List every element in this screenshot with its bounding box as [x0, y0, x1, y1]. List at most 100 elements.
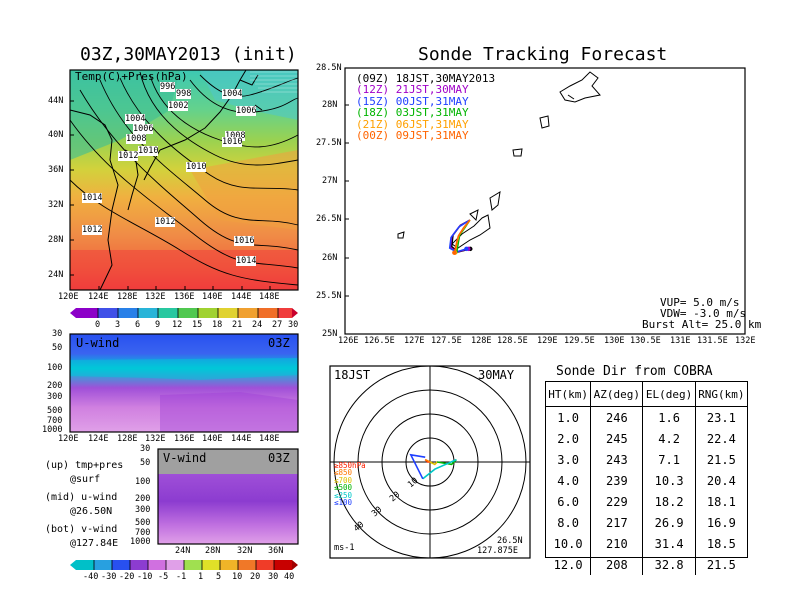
lon-tick-label: 128.5E: [497, 336, 528, 346]
note-bot-1: (bot) v-wind: [45, 524, 118, 535]
isobar-label: 1008: [126, 134, 147, 144]
lon-tick-label: 132E: [145, 434, 166, 444]
colorbar-tick: -20: [119, 572, 135, 582]
pressure-tick: 100: [135, 477, 151, 487]
hodograph-segment: [429, 461, 438, 466]
table-cell: 23.1: [694, 406, 747, 428]
isobar-label: 1014: [236, 256, 257, 266]
track-legend-entry: (15Z) 00JST,31MAY: [356, 94, 469, 108]
table-cell: 3.0: [557, 452, 579, 467]
isobar-label: 1002: [168, 101, 189, 111]
lat-tick-label: 28N: [48, 235, 64, 245]
table-cell: 1.6: [642, 406, 696, 428]
isobar-label: 1012: [82, 225, 103, 235]
lon-tick-label: 130E: [604, 336, 625, 346]
table-cell: 20.4: [694, 470, 747, 491]
u-wind-field: [70, 334, 298, 432]
colorbar-tick: 1: [198, 572, 204, 582]
lon-tick-label: 131.5E: [697, 336, 728, 346]
colorbar-tick: -30: [101, 572, 117, 582]
lat-tick-label: 24N: [48, 270, 64, 280]
isobar-lines: [69, 71, 299, 286]
level-legend-entry: ≤700: [334, 475, 353, 485]
table-row: 3.0 243 7.1 21.5: [546, 449, 747, 470]
colorbar-tick: -1: [176, 572, 187, 582]
table-cell: 7.1: [642, 449, 696, 470]
lon-tick-label: 127E: [404, 336, 425, 346]
lat-tick-label: 36N: [48, 165, 64, 175]
colorbar-tick: 12: [172, 320, 183, 330]
table-cell: 8.0: [557, 515, 579, 530]
lon-tick-label: 144E: [231, 434, 252, 444]
isobar-label: 1010: [222, 137, 243, 147]
lon-tick-label: 120E: [58, 434, 79, 444]
lon-tick-label: 124E: [88, 434, 109, 444]
colorbar-tick: 9: [155, 320, 161, 330]
table-cell: 22.4: [694, 428, 747, 449]
lon-tick-label: 128E: [471, 336, 492, 346]
colorbar-tick: 10: [232, 572, 243, 582]
colorbar-tick: 24: [252, 320, 263, 330]
sonde-table: HT(km) AZ(deg) EL(deg) RNG(km) 1.0 246 1.6…: [545, 381, 748, 575]
pressure-tick: 100: [47, 363, 63, 373]
track-series-line: [448, 219, 471, 253]
pressure-tick: 30: [52, 329, 63, 339]
table-header: AZ(deg): [590, 382, 643, 407]
pressure-tick: 30: [140, 444, 151, 454]
track-end-point: [464, 246, 469, 252]
table-cell: 21.5: [694, 554, 747, 575]
table-cell: 1.0: [557, 410, 579, 425]
table-cell: 10.3: [642, 470, 696, 491]
lat-tick-label: 25N: [322, 329, 338, 339]
table-row: 1.0 246 1.6 23.1: [546, 406, 747, 428]
track-legend-entry: (00Z) 09JST,31MAY: [356, 129, 469, 143]
isobar-label: 1012: [155, 217, 176, 227]
lat-tick-label: 26N: [322, 253, 338, 263]
table-cell: 245: [590, 428, 643, 449]
note-mid-1: (mid) u-wind: [45, 492, 118, 503]
lon-tick-label: 129E: [537, 336, 558, 346]
lat-tick-label: 24N: [175, 546, 191, 556]
lat-tick-label: 32N: [48, 200, 64, 210]
level-legend-entry: ≥850hPa: [334, 461, 366, 470]
table-cell: 16.9: [694, 512, 747, 533]
polar-time: 18JST: [334, 368, 371, 382]
lon-tick-label: 144E: [231, 292, 252, 302]
note-bot-2: @127.84E: [70, 538, 119, 549]
pressure-tick: 1000: [42, 425, 63, 435]
pressure-tick: 200: [47, 381, 63, 391]
pressure-tick: 500: [47, 406, 63, 416]
lon-tick-label: 128E: [117, 434, 138, 444]
lat-tick-label: 28N: [322, 100, 338, 110]
track-map-title: Sonde Tracking Forecast: [418, 44, 668, 65]
lon-tick-label: 140E: [202, 434, 223, 444]
isobar-label: 1012: [118, 151, 139, 161]
vdw-param: VDW= -3.0 m/s: [660, 307, 747, 320]
level-legend-entry: ≤100: [334, 498, 353, 508]
table-cell: 4.0: [557, 473, 579, 488]
colorbar-tick: -5: [158, 572, 169, 582]
table-cell: 31.4: [642, 533, 696, 554]
table-row: 12.0 208 32.8 21.5: [546, 554, 747, 575]
hatch-area: [250, 71, 298, 93]
polar-units: ms-1: [334, 543, 355, 553]
pressure-tick: 50: [140, 458, 151, 468]
v-wind-time: 03Z: [268, 451, 290, 465]
polar-lat: 26.5N: [497, 536, 523, 546]
isobar-label: 1006: [133, 124, 154, 134]
temp-colorbar: [70, 308, 298, 318]
colorbar-tick: 30: [288, 320, 299, 330]
init-map-title: 03Z,30MAY2013 (init): [80, 44, 297, 65]
colorbar-tick: 15: [192, 320, 203, 330]
hodograph-lines: [409, 453, 457, 480]
lon-tick-label: 148E: [259, 292, 280, 302]
table-cell: 21.5: [694, 449, 747, 470]
lon-tick-label: 132E: [735, 336, 756, 346]
hodograph-segment: [437, 459, 457, 466]
table-cell: 4.2: [642, 428, 696, 449]
sonde-table-title: Sonde Dir from COBRA: [556, 364, 713, 379]
polar-lon: 127.875E: [477, 546, 518, 556]
table-cell: 18.1: [694, 491, 747, 512]
track-map-frame: [344, 67, 746, 335]
note-up-2: @surf: [70, 474, 101, 485]
